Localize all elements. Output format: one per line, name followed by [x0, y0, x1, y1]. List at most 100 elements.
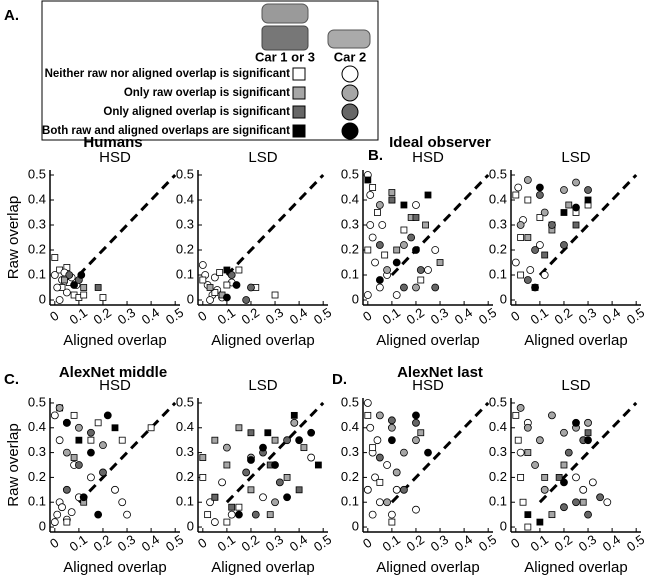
- marker-square: [388, 189, 396, 196]
- marker-circle: [523, 423, 532, 432]
- x-tick-label: 0.1: [215, 305, 238, 328]
- legend-circle: [341, 65, 359, 83]
- x-tick-label: 0.2: [552, 532, 575, 555]
- y-tick-label: 0.1: [341, 266, 359, 281]
- marker-circle: [412, 418, 420, 427]
- marker-square: [70, 411, 78, 419]
- y-tick-label: 0.5: [341, 394, 359, 409]
- marker-square: [584, 196, 592, 204]
- x-tick-label: 0: [47, 308, 62, 324]
- marker-square: [235, 266, 243, 274]
- legend-circle: [341, 122, 359, 140]
- marker-circle: [416, 266, 425, 274]
- legend-column: Car 1 or 3: [255, 49, 315, 64]
- y-tick-label: 0.1: [28, 494, 46, 509]
- marker-circle: [383, 461, 391, 469]
- marker-circle: [275, 478, 284, 487]
- marker-square: [271, 436, 279, 444]
- marker-square: [235, 424, 243, 432]
- marker-circle: [412, 283, 420, 292]
- marker-square: [524, 196, 532, 204]
- marker-circle: [526, 266, 535, 274]
- x-axis-label: Aligned overlap: [524, 559, 627, 576]
- y-tick-label: 0.3: [176, 216, 194, 231]
- marker-circle: [218, 478, 226, 487]
- legend-square: [292, 105, 306, 119]
- y-tick-label: 0.5: [176, 394, 194, 409]
- marker-square: [524, 511, 532, 519]
- y-tick-label: 0.4: [341, 419, 359, 434]
- x-tick-label: 0.2: [91, 305, 114, 328]
- marker-circle: [242, 296, 251, 304]
- marker-circle: [366, 191, 375, 199]
- y-tick-label: 0.1: [341, 494, 359, 509]
- x-tick-label: 0: [195, 535, 210, 551]
- marker-square: [374, 209, 381, 216]
- car-icon: [261, 25, 309, 51]
- marker-square: [80, 291, 88, 299]
- marker-circle: [259, 443, 267, 452]
- marker-circle: [387, 510, 396, 519]
- y-tick-label: 0.2: [341, 469, 359, 484]
- marker-square: [70, 454, 78, 461]
- marker-circle: [198, 261, 207, 269]
- marker-circle: [283, 493, 291, 502]
- marker-square: [369, 184, 377, 191]
- marker-circle: [50, 271, 59, 279]
- y-tick-label: 0.1: [176, 266, 194, 281]
- x-tick-label: 0.4: [139, 532, 162, 555]
- marker-square: [199, 276, 207, 284]
- marker-square: [199, 454, 207, 461]
- marker-circle: [424, 448, 432, 457]
- marker-circle: [400, 448, 408, 457]
- y-tick-label: 0.4: [489, 419, 507, 434]
- marker-square: [94, 284, 102, 291]
- subplot-title: LSD: [561, 149, 590, 166]
- x-axis-label: Aligned overlap: [376, 559, 479, 576]
- x-tick-label: 0.2: [552, 305, 575, 328]
- marker-circle: [77, 271, 86, 279]
- marker-square: [584, 429, 592, 437]
- marker-square: [283, 474, 291, 481]
- marker-circle: [560, 478, 568, 487]
- marker-square: [417, 276, 425, 284]
- marker-circle: [383, 498, 391, 507]
- marker-circle: [412, 411, 420, 420]
- y-tick-label: 0.3: [489, 216, 507, 231]
- marker-square: [118, 436, 126, 444]
- marker-square: [216, 269, 224, 276]
- x-tick-label: 0.2: [239, 305, 262, 328]
- x-tick-label: 0.4: [600, 532, 623, 555]
- marker-square: [80, 284, 88, 291]
- marker-square: [514, 436, 522, 444]
- marker-circle: [431, 283, 440, 292]
- marker-square: [51, 254, 59, 261]
- marker-circle: [375, 283, 384, 292]
- panel-letter: A.: [4, 7, 19, 24]
- y-tick-label: 0.3: [28, 444, 46, 459]
- legend-square: [292, 67, 306, 81]
- x-tick-label: 0.5: [624, 305, 647, 328]
- y-tick-label: 0: [39, 518, 46, 533]
- marker-circle: [210, 518, 219, 526]
- y-tick-label: 0: [352, 518, 359, 533]
- marker-circle: [55, 404, 64, 412]
- marker-square: [111, 424, 119, 432]
- marker-circle: [596, 493, 604, 502]
- marker-square: [388, 518, 396, 526]
- marker-square: [223, 518, 231, 526]
- marker-circle: [87, 448, 95, 457]
- marker-square: [300, 444, 308, 452]
- marker-circle: [378, 221, 387, 229]
- marker-square: [424, 191, 432, 199]
- marker-circle: [383, 266, 391, 274]
- marker-circle: [407, 233, 416, 242]
- marker-circle: [74, 461, 83, 469]
- marker-circle: [222, 443, 231, 452]
- legend-circle: [341, 84, 359, 102]
- marker-square: [517, 271, 525, 279]
- marker-circle: [516, 221, 525, 229]
- marker-circle: [548, 411, 556, 420]
- group-title: Humans: [83, 134, 142, 151]
